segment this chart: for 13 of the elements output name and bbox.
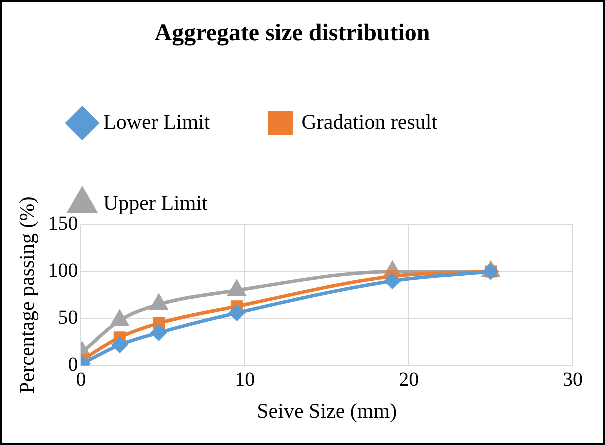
legend-label: Lower Limit <box>104 110 210 134</box>
y-tick-label: 100 <box>48 260 78 282</box>
y-axis-title: Percentage passing (%) <box>15 196 40 394</box>
y-tick-label: 0 <box>68 354 78 376</box>
x-tick-label: 30 <box>563 369 583 392</box>
x-axis-title: Seive Size (mm) <box>257 398 398 423</box>
legend-label: Upper Limit <box>104 190 208 215</box>
legend-label: Gradation result <box>302 110 438 134</box>
x-tick-label: 20 <box>399 369 420 392</box>
y-tick-label: 50 <box>58 307 78 330</box>
x-tick-label: 10 <box>235 369 256 392</box>
chart-title: Aggregate size distribution <box>154 20 430 47</box>
y-tick-label: 150 <box>48 213 78 236</box>
